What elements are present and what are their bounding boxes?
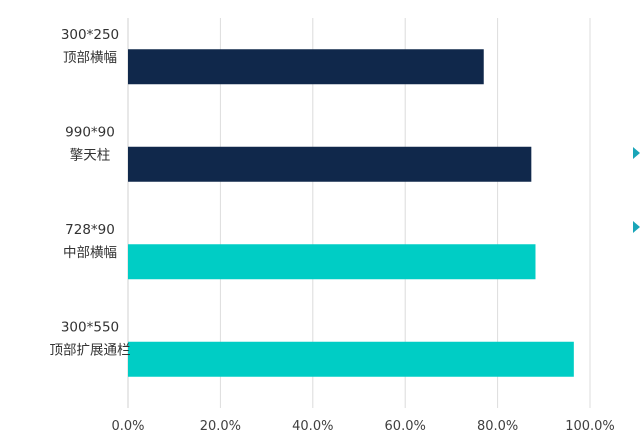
x-tick-label: 60.0% <box>385 419 426 434</box>
x-tick-label: 20.0% <box>200 419 241 434</box>
x-tick-labels: 0.0% 20.0% 40.0% 60.0% 80.0% 100.0% <box>111 419 614 434</box>
category-label: 顶部扩展通栏 <box>50 342 131 358</box>
x-tick-label: 40.0% <box>292 419 333 434</box>
x-tick-label: 100.0% <box>565 419 615 434</box>
category-label: 中部横幅 <box>63 245 117 261</box>
triangle-right-icon <box>633 147 640 159</box>
x-tick-label: 0.0% <box>111 419 144 434</box>
category-label: 728*90 <box>65 222 115 238</box>
category-label: 300*250 <box>61 27 119 43</box>
bar <box>128 341 574 377</box>
category-label: 擎天柱 <box>70 147 111 163</box>
bar <box>128 146 532 182</box>
bar <box>128 49 484 85</box>
bar <box>128 244 536 280</box>
category-label: 990*90 <box>65 124 115 140</box>
bar-series <box>128 49 574 377</box>
category-labels: 300*250 顶部横幅 990*90 擎天柱 728*90 中部横幅 300*550 顶部扩… <box>50 27 131 359</box>
category-label: 顶部横幅 <box>63 50 117 66</box>
x-tick-label: 80.0% <box>477 419 518 434</box>
triangle-right-icon <box>633 221 640 233</box>
category-label: 300*550 <box>61 319 119 335</box>
